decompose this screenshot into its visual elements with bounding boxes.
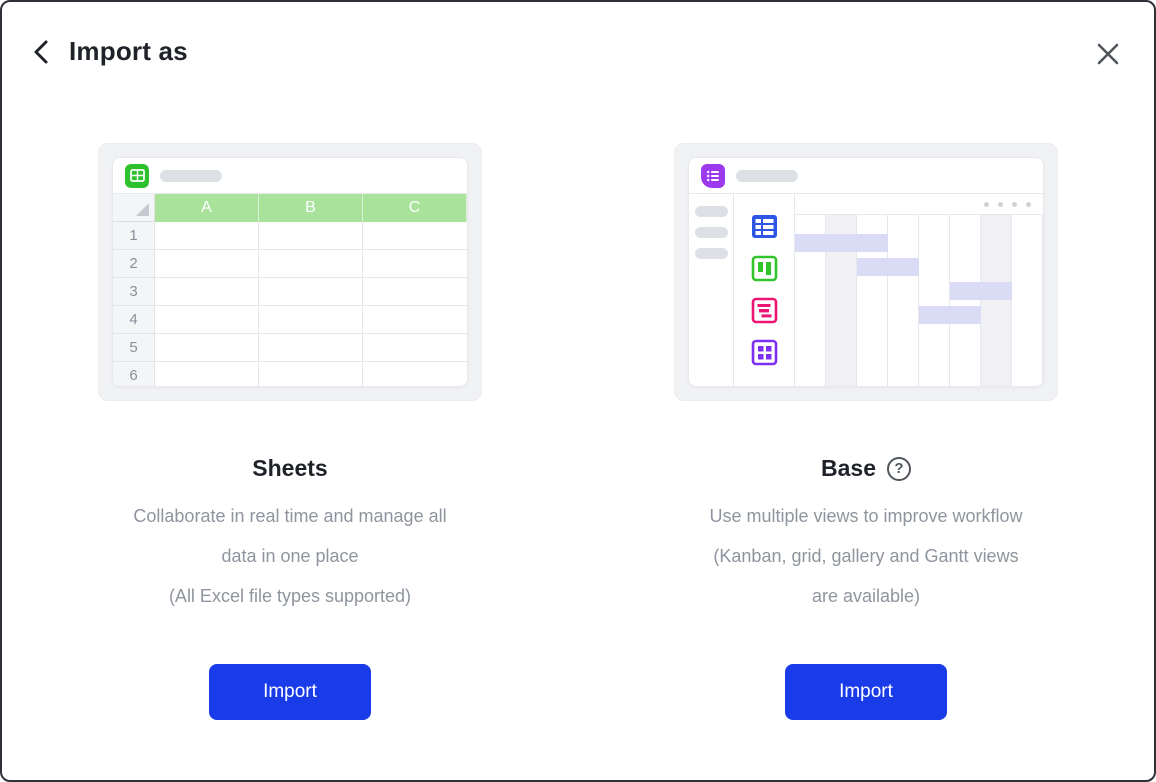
menu-dot (1026, 201, 1031, 207)
base-window-titlebar (689, 158, 1043, 194)
question-mark-circle-icon[interactable]: ? (886, 456, 911, 481)
gantt-header (795, 194, 1043, 215)
gantt-bar (919, 306, 981, 324)
base-icon (701, 163, 725, 188)
sidebar-placeholder-pill (694, 227, 728, 238)
chevron-left-icon (31, 38, 51, 66)
column-header-c: C (363, 194, 467, 222)
gantt-area (795, 194, 1043, 386)
form-view-icon (751, 297, 778, 324)
sidebar-placeholder-pill (694, 206, 728, 217)
column-header-a: A (155, 194, 259, 222)
base-window-body (689, 194, 1043, 386)
menu-dot (984, 201, 989, 207)
column-header-b: B (259, 194, 363, 222)
import-base-button[interactable]: Import (785, 664, 947, 720)
page-title: Import as (69, 36, 188, 66)
gantt-bar (950, 282, 1012, 300)
close-x-icon (1095, 41, 1121, 67)
gantt-columns (795, 215, 1043, 386)
gantt-bar (857, 258, 919, 276)
select-all-triangle-icon (136, 203, 149, 216)
kanban-view-icon (751, 255, 778, 282)
base-illustration (674, 143, 1058, 401)
sheets-icon (125, 163, 149, 188)
row-number: 2 (113, 250, 155, 278)
option-card-sheets: A B C 1 2 3 4 5 6 (2, 143, 578, 720)
row-number: 3 (113, 278, 155, 306)
grid-view-icon (751, 213, 778, 240)
close-button[interactable] (1092, 38, 1124, 70)
corner-cell (113, 194, 155, 222)
titlebar-placeholder-pill (160, 169, 222, 182)
options-row: A B C 1 2 3 4 5 6 (2, 143, 1154, 720)
import-sheets-button[interactable]: Import (209, 664, 371, 720)
gantt-bar (795, 234, 888, 252)
view-icons-column (734, 194, 795, 386)
spreadsheet-grid: A B C 1 2 3 4 5 6 (113, 194, 467, 386)
option-card-base: Base ? Use multiple views to improve wor… (578, 143, 1154, 720)
sidebar-placeholder-pill (694, 248, 728, 259)
sheets-illustration: A B C 1 2 3 4 5 6 (98, 143, 482, 401)
menu-dot (1012, 201, 1017, 207)
titlebar-placeholder-pill (736, 169, 798, 182)
row-number: 5 (113, 334, 155, 362)
gallery-view-icon (751, 339, 778, 366)
row-number: 4 (113, 306, 155, 334)
dialog-header: Import as (2, 2, 1154, 67)
option-title-sheets: Sheets (252, 455, 328, 481)
menu-dot (998, 201, 1003, 207)
row-number: 1 (113, 222, 155, 250)
option-description-base: Use multiple views to improve workflow (… (709, 506, 1023, 606)
option-description-sheets: Collaborate in real time and manage all … (133, 506, 447, 606)
row-number: 6 (113, 362, 155, 386)
back-button[interactable] (28, 37, 54, 67)
option-title-base: Base ? (821, 455, 911, 482)
sheets-preview-window: A B C 1 2 3 4 5 6 (112, 157, 468, 387)
base-preview-window (688, 157, 1044, 387)
base-sidebar (689, 194, 734, 386)
sheets-window-titlebar (113, 158, 467, 194)
